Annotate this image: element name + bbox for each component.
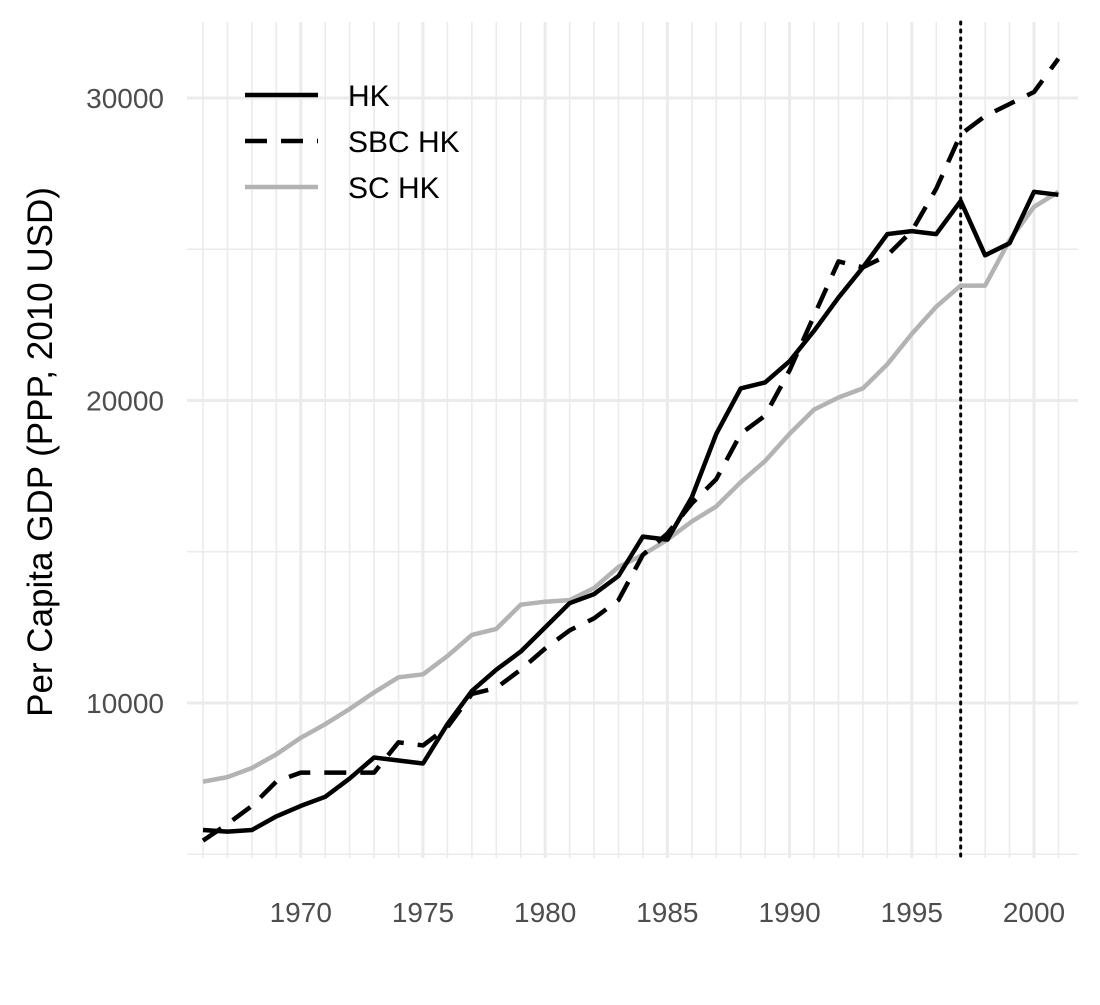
y-tick-labels: 10000 20000 30000 bbox=[86, 83, 164, 719]
series-lines bbox=[201, 57, 1061, 843]
x-tick-label: 1990 bbox=[758, 897, 820, 928]
x-tick-label: 2000 bbox=[1003, 897, 1065, 928]
y-tick-label: 30000 bbox=[86, 83, 164, 114]
y-tick-label: 10000 bbox=[86, 688, 164, 719]
legend-label: SC HK bbox=[348, 172, 440, 205]
y-tick-label: 20000 bbox=[86, 386, 164, 417]
legend: HK SBC HK SC HK bbox=[245, 80, 460, 205]
x-tick-label: 1970 bbox=[270, 897, 332, 928]
legend-label: HK bbox=[348, 80, 390, 113]
series-line-sc-hk bbox=[202, 189, 1060, 784]
x-tick-label: 1995 bbox=[881, 897, 943, 928]
x-tick-label: 1975 bbox=[392, 897, 454, 928]
legend-label: SBC HK bbox=[348, 126, 460, 159]
x-tick-label: 1985 bbox=[636, 897, 698, 928]
grid bbox=[187, 22, 1078, 858]
x-tick-labels: 1970 1975 1980 1985 1990 1995 2000 bbox=[270, 897, 1066, 928]
series-line-sbc-hk bbox=[201, 57, 1061, 843]
y-axis-title: Per Capita GDP (PPP, 2010 USD) bbox=[21, 187, 60, 717]
x-tick-label: 1980 bbox=[514, 897, 576, 928]
series-line-hk bbox=[202, 189, 1059, 834]
